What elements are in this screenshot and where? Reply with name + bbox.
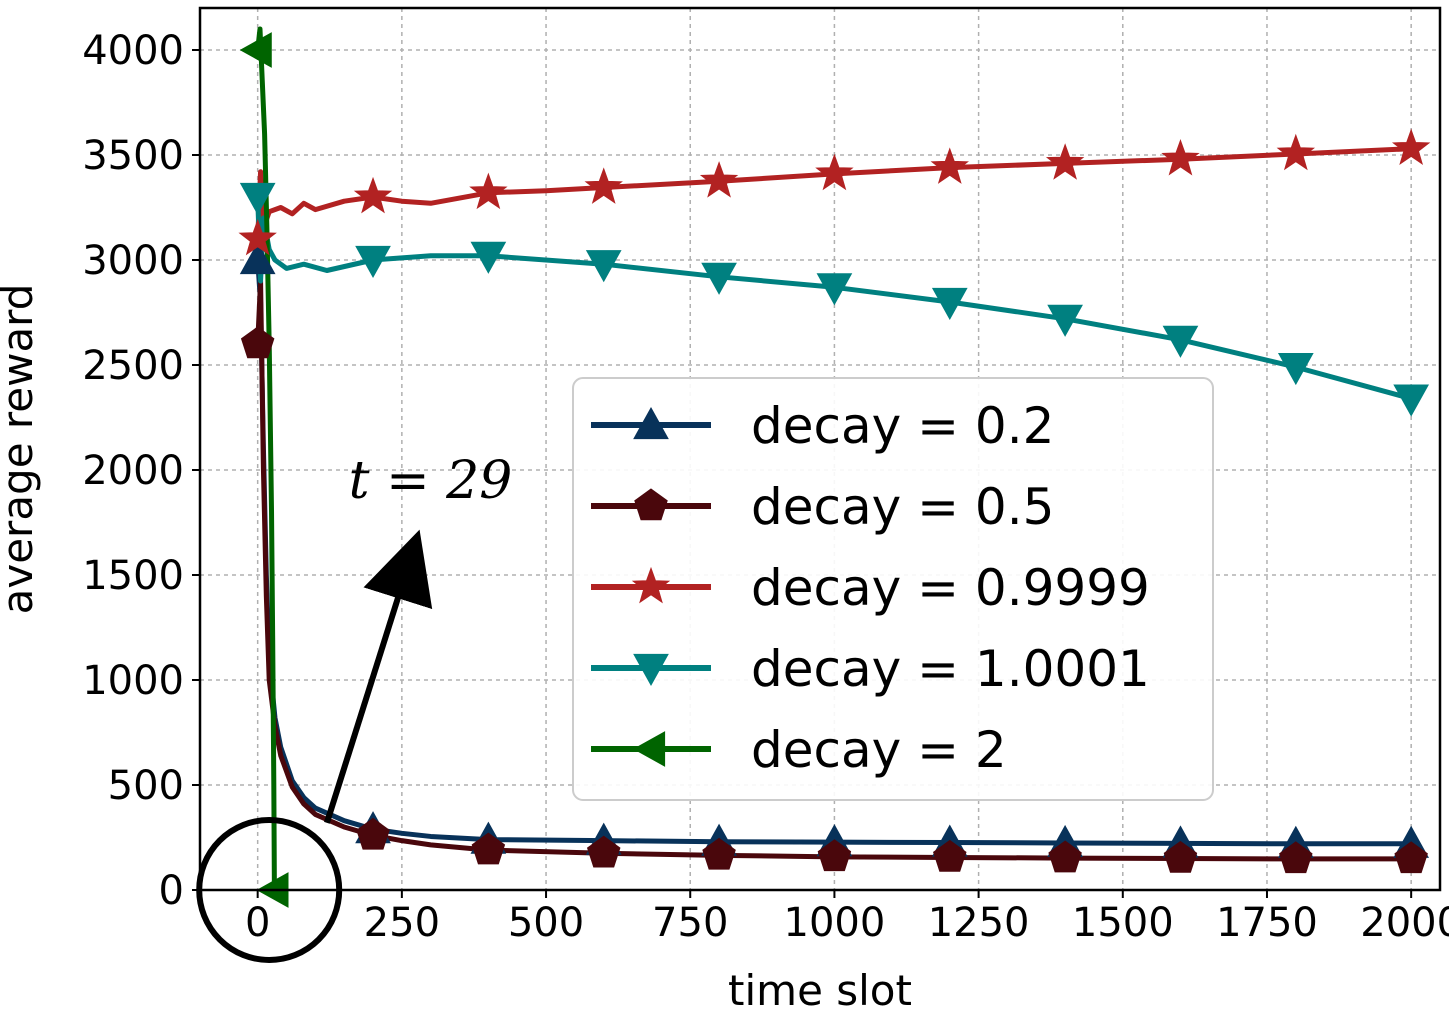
- series-marker: [584, 167, 623, 204]
- series-marker: [1277, 353, 1314, 386]
- legend-label: decay = 1.0001: [751, 640, 1150, 698]
- series-marker: [238, 218, 277, 256]
- legend: decay = 0.2 decay = 0.5 decay = 0.9999 deca…: [572, 377, 1214, 801]
- series-marker: [239, 32, 272, 68]
- legend-marker: [633, 653, 669, 687]
- series-marker: [586, 835, 621, 868]
- series-marker: [1393, 384, 1430, 417]
- series-marker: [930, 147, 969, 184]
- series-marker: [1045, 143, 1085, 180]
- series-marker: [1391, 128, 1431, 166]
- series-marker: [356, 817, 390, 850]
- annotation-layer: t = 29: [196, 451, 513, 963]
- series-marker: [585, 250, 622, 283]
- y-tick-label: 1000: [82, 658, 184, 704]
- series-line: [255, 146, 1412, 240]
- y-tick-label: 0: [159, 868, 184, 914]
- series-marker: [240, 326, 275, 359]
- series-marker: [933, 839, 967, 872]
- annotation-label: t = 29: [349, 451, 513, 511]
- y-tick-label: 3000: [82, 238, 184, 284]
- legend-label: decay = 2: [751, 721, 1007, 779]
- legend-marker: [633, 406, 669, 440]
- series-marker: [702, 837, 736, 870]
- series-marker: [701, 262, 737, 295]
- legend-marker: [631, 566, 671, 604]
- legend-box: [572, 377, 1214, 801]
- y-axis-label: average reward: [0, 284, 42, 615]
- series-marker: [1279, 841, 1313, 874]
- legend-marker: [632, 731, 666, 767]
- series-marker: [1048, 840, 1082, 873]
- series-marker: [931, 287, 968, 321]
- x-axis-label: time slot: [728, 966, 912, 1009]
- y-tick-label: 500: [108, 763, 184, 809]
- x-tick-label: 0: [245, 900, 270, 946]
- x-tick-label: 1750: [1216, 900, 1318, 946]
- x-tick-label: 1000: [784, 900, 886, 946]
- x-tick-label: 1500: [1072, 900, 1174, 946]
- annotation-arrow: [324, 529, 433, 824]
- legend-marker: [634, 488, 668, 521]
- x-tick-label: 2000: [1360, 900, 1449, 946]
- series-marker: [816, 273, 853, 306]
- series-marker: [817, 839, 852, 872]
- marker-layer: [238, 32, 1431, 908]
- series-marker: [815, 153, 854, 191]
- series-marker: [1276, 133, 1316, 171]
- y-tick-label: 4000: [82, 28, 184, 74]
- series-marker: [1047, 304, 1083, 337]
- y-tick-label: 2000: [82, 448, 184, 494]
- x-tick-label: 250: [364, 900, 440, 946]
- tick-labels: 0 250 500 750 1000 1250 1500 1750 2000 0 500 1000 15…: [82, 28, 1449, 946]
- legend-label: decay = 0.9999: [751, 559, 1150, 617]
- series-marker: [470, 241, 507, 274]
- series-marker: [355, 245, 391, 279]
- series-marker: [353, 176, 393, 214]
- y-tick-label: 2500: [82, 343, 184, 389]
- series-line: [255, 196, 1412, 402]
- legend-label: decay = 0.5: [751, 478, 1054, 536]
- series-marker: [1161, 139, 1200, 176]
- series-marker: [239, 241, 276, 275]
- series-marker: [699, 161, 739, 198]
- series-marker: [1163, 840, 1198, 873]
- series-marker: [471, 832, 506, 865]
- series-marker: [469, 172, 508, 210]
- x-tick-label: 750: [652, 900, 728, 946]
- x-tick-label: 500: [508, 900, 584, 946]
- y-tick-label: 3500: [82, 133, 184, 179]
- plot-frame: [198, 6, 1442, 892]
- annotation-circle: [196, 817, 343, 963]
- series-marker: [239, 182, 276, 216]
- axes-layer: [192, 6, 1442, 898]
- series-marker: [1394, 841, 1428, 874]
- y-tick-label: 1500: [82, 553, 184, 599]
- x-tick-label: 1250: [928, 900, 1030, 946]
- legend-label: decay = 0.2: [751, 397, 1054, 455]
- series-marker: [1162, 325, 1199, 358]
